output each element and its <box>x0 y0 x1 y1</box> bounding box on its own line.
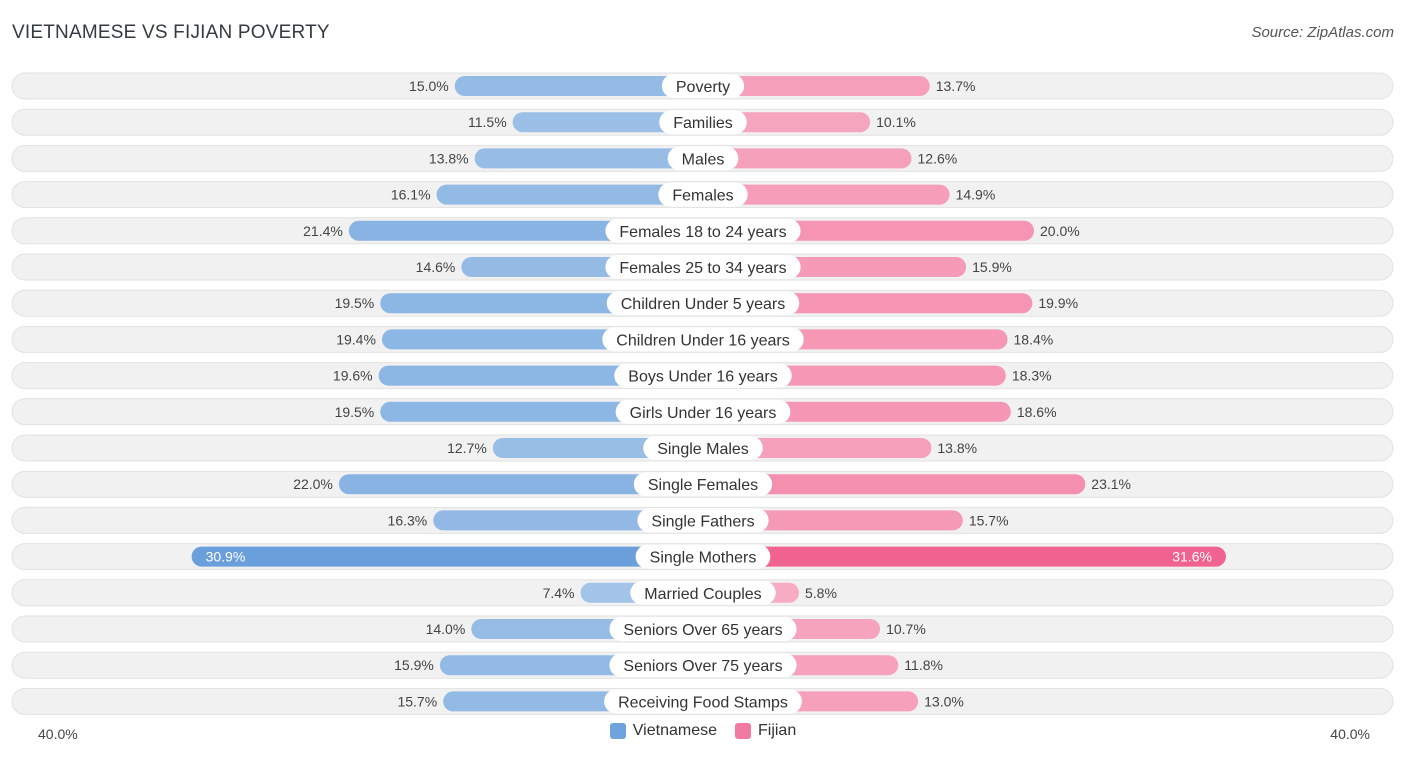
legend-swatch-fijian <box>734 723 751 739</box>
value-label-fijian: 20.0% <box>1040 223 1080 239</box>
value-label-fijian: 12.6% <box>918 150 958 166</box>
value-label-fijian: 18.3% <box>1012 368 1052 384</box>
bar-vietnamese <box>338 474 713 495</box>
category-pill <box>606 291 800 316</box>
category-pill <box>605 255 801 279</box>
value-label-vietnamese: 16.3% <box>388 512 428 528</box>
category-label: Seniors Over 75 years <box>623 658 782 675</box>
category-pill <box>609 617 797 641</box>
category-label: Children Under 5 years <box>621 296 786 313</box>
category-label: Males <box>682 151 725 168</box>
category-pill <box>604 689 802 714</box>
category-pill <box>605 218 801 243</box>
value-label-fijian: 5.8% <box>805 585 837 601</box>
value-label-vietnamese: 19.6% <box>333 368 373 384</box>
bar-vietnamese <box>436 184 713 205</box>
bar-vietnamese <box>474 148 713 169</box>
bar-fijian <box>693 474 1086 495</box>
category-label: Females <box>672 188 733 205</box>
category-label: Married Couples <box>644 586 761 603</box>
value-label-vietnamese: 11.5% <box>468 114 507 130</box>
value-label-fijian: 10.1% <box>876 114 916 130</box>
value-label-fijian: 19.9% <box>1038 295 1078 311</box>
category-pill <box>658 182 748 207</box>
axis-min-label: 40.0% <box>38 726 78 742</box>
value-label-vietnamese: 19.5% <box>335 295 375 311</box>
category-pill <box>637 508 769 533</box>
legend: Vietnamese Fijian <box>0 722 1406 740</box>
value-label-fijian: 11.8% <box>904 657 943 673</box>
chart-title: VIETNAMESE VS FIJIAN POVERTY <box>12 22 330 43</box>
value-label-fijian: 15.7% <box>969 512 1009 528</box>
value-label-vietnamese: 30.9% <box>206 549 246 565</box>
legend-item-fijian[interactable]: Fijian <box>734 722 797 740</box>
category-pill <box>643 436 763 460</box>
value-label-vietnamese: 22.0% <box>293 476 333 492</box>
category-label: Single Males <box>657 441 749 458</box>
legend-label-vietnamese: Vietnamese <box>632 722 717 739</box>
category-pill <box>602 327 804 352</box>
value-label-vietnamese: 13.8% <box>429 150 469 166</box>
bar-vietnamese <box>191 546 714 567</box>
category-pill <box>633 472 773 497</box>
category-pill <box>615 399 791 424</box>
value-label-fijian: 15.9% <box>972 259 1012 275</box>
category-pill <box>635 544 771 569</box>
value-label-vietnamese: 19.5% <box>335 404 375 420</box>
value-label-vietnamese: 14.6% <box>416 259 456 275</box>
legend-label-fijian: Fijian <box>757 722 797 739</box>
category-label: Females 18 to 24 years <box>619 224 786 241</box>
value-label-fijian: 31.6% <box>1172 549 1212 565</box>
category-pill <box>661 74 745 98</box>
category-pill <box>630 580 776 605</box>
value-label-fijian: 23.1% <box>1091 476 1131 492</box>
bar-fijian <box>693 148 912 169</box>
value-label-fijian: 13.7% <box>936 78 976 94</box>
category-label: Poverty <box>676 79 730 96</box>
category-pill <box>659 110 747 135</box>
category-label: Girls Under 16 years <box>630 405 777 422</box>
category-pill <box>667 146 739 171</box>
category-label: Seniors Over 65 years <box>623 622 782 639</box>
axis-max-label: 40.0% <box>1330 726 1370 742</box>
value-label-vietnamese: 12.7% <box>447 440 487 456</box>
value-label-vietnamese: 15.0% <box>409 78 449 94</box>
bar-fijian <box>693 184 950 205</box>
category-pill <box>614 363 792 388</box>
legend-item-vietnamese[interactable]: Vietnamese <box>609 722 717 740</box>
source-label: Source: ZipAtlas.com <box>1251 24 1394 41</box>
category-label: Boys Under 16 years <box>628 369 777 386</box>
category-label: Receiving Food Stamps <box>618 694 788 711</box>
category-label: Single Females <box>648 477 758 494</box>
value-label-vietnamese: 21.4% <box>303 223 343 239</box>
value-label-fijian: 13.8% <box>937 440 977 456</box>
value-label-fijian: 13.0% <box>924 693 964 709</box>
category-label: Families <box>673 115 733 132</box>
value-label-vietnamese: 16.1% <box>391 187 431 203</box>
category-label: Females 25 to 34 years <box>619 260 786 277</box>
bar-fijian <box>693 76 930 96</box>
category-label: Children Under 16 years <box>616 332 789 349</box>
value-label-vietnamese: 15.7% <box>397 693 437 709</box>
bar-vietnamese <box>454 76 713 96</box>
value-label-fijian: 10.7% <box>886 621 926 637</box>
category-label: Single Mothers <box>650 550 757 567</box>
value-label-vietnamese: 14.0% <box>426 621 466 637</box>
value-label-vietnamese: 7.4% <box>543 585 575 601</box>
value-label-vietnamese: 19.4% <box>336 331 376 347</box>
bar-fijian <box>693 546 1226 567</box>
value-label-fijian: 18.4% <box>1014 331 1054 347</box>
value-label-vietnamese: 15.9% <box>394 657 434 673</box>
category-label: Single Fathers <box>651 513 754 530</box>
legend-swatch-vietnamese <box>609 723 626 739</box>
value-label-fijian: 14.9% <box>956 187 996 203</box>
value-label-fijian: 18.6% <box>1017 404 1057 420</box>
category-pill <box>609 653 797 678</box>
